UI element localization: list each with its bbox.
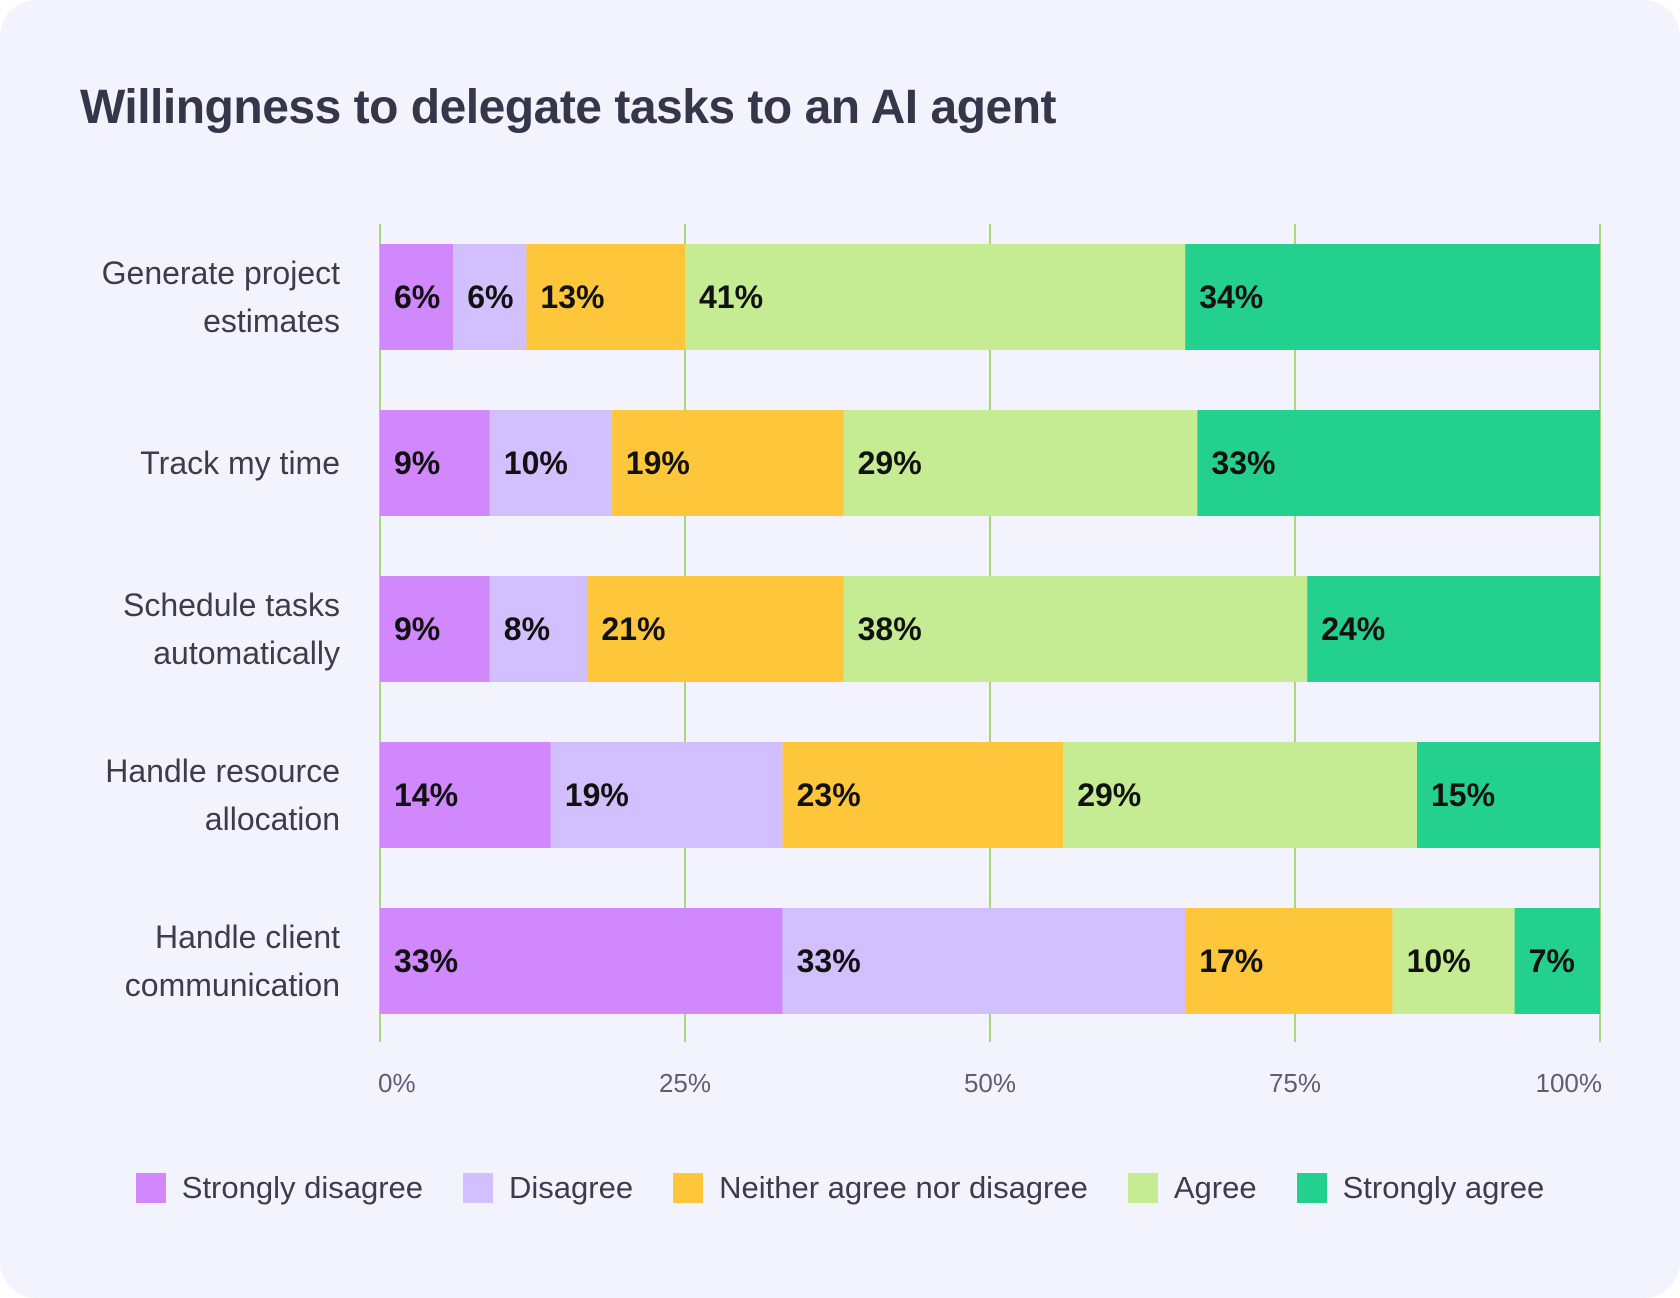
legend-swatch [1296, 1173, 1327, 1203]
bar-segment [489, 410, 612, 516]
bar-segment [380, 576, 490, 682]
tick-label: 25% [659, 1068, 711, 1098]
chart-title: Willingness to delegate tasks to an AI a… [80, 81, 1057, 134]
legend-item: Disagree [463, 1170, 633, 1206]
bar-segment [526, 244, 685, 350]
bar-segment [843, 410, 1198, 516]
bar-segment [1307, 576, 1600, 682]
tick-label: 100% [1536, 1068, 1603, 1098]
value-label: 34% [1199, 279, 1263, 315]
bar-segment [782, 742, 1064, 848]
bars [380, 244, 1600, 1014]
legend-label: Strongly disagree [181, 1170, 424, 1205]
value-label: 17% [1199, 943, 1263, 979]
legend-label: Strongly agree [1342, 1170, 1545, 1205]
chart-legend: Strongly disagree Disagree Neither agree n… [0, 1170, 1680, 1206]
bar-segment [1063, 742, 1417, 848]
value-label: 7% [1529, 943, 1575, 979]
bar-segment [1514, 908, 1600, 1014]
value-label: 8% [504, 611, 550, 647]
value-label: 33% [394, 943, 458, 979]
bar-segment [587, 576, 844, 682]
value-label: 14% [394, 777, 458, 813]
value-label: 38% [858, 611, 922, 647]
value-label: 21% [601, 611, 665, 647]
category-label-line: Track my time [140, 445, 340, 481]
category-label-line: Handle resource [105, 753, 340, 789]
value-label: 10% [1407, 943, 1471, 979]
bar-segment [1392, 908, 1515, 1014]
bar-segment [685, 244, 1186, 350]
value-label: 13% [540, 279, 604, 315]
value-label: 29% [1077, 777, 1141, 813]
category-label-line: communication [125, 967, 340, 1003]
bar-segment [1197, 410, 1600, 516]
legend-item: Neither agree nor disagree [673, 1170, 1088, 1206]
tick-label: 50% [964, 1068, 1016, 1098]
bar-segment [1417, 742, 1600, 848]
value-label: 9% [394, 611, 440, 647]
legend-item: Agree [1127, 1170, 1257, 1206]
category-label: Schedule tasks automatically [123, 587, 340, 671]
legend-item: Strongly agree [1296, 1170, 1545, 1206]
value-label: 24% [1321, 611, 1385, 647]
category-label-line: Handle client [155, 919, 340, 955]
value-label: 6% [467, 279, 513, 315]
legend-swatch [135, 1173, 166, 1203]
legend-label: Disagree [509, 1170, 634, 1205]
x-axis-ticks: 0% 25% 50% 75% 100% [378, 1068, 1602, 1098]
bar-segment [550, 742, 783, 848]
value-label: 19% [565, 777, 629, 813]
category-label-line: estimates [203, 303, 340, 339]
bar-segment [782, 908, 1186, 1014]
bar-segment [380, 410, 490, 516]
category-label-line: Schedule tasks [123, 587, 340, 623]
value-label: 23% [797, 777, 861, 813]
value-label: 15% [1431, 777, 1495, 813]
category-label-line: Generate project [102, 255, 340, 291]
tick-label: 0% [378, 1068, 416, 1098]
bar-segment [611, 410, 844, 516]
value-label: 33% [797, 943, 861, 979]
category-label-line: allocation [205, 801, 340, 837]
bar-segment [1185, 244, 1600, 350]
value-labels: 6% 6% 13% 41% 34% 9% 10% 19% 29% 33% 9% 8% 21% 38% 24%… [394, 279, 1575, 979]
value-label: 29% [858, 445, 922, 481]
category-label: Handle client communication [125, 919, 340, 1003]
value-label: 6% [394, 279, 440, 315]
bar-segment [453, 244, 527, 350]
legend-swatch [463, 1173, 494, 1203]
tick-label: 75% [1269, 1068, 1321, 1098]
legend-label: Agree [1173, 1170, 1257, 1205]
value-label: 41% [699, 279, 763, 315]
bar-segment [843, 576, 1308, 682]
value-label: 9% [394, 445, 440, 481]
category-label: Handle resource allocation [105, 753, 340, 837]
value-label: 10% [504, 445, 568, 481]
legend-swatch [673, 1173, 704, 1203]
bar-segment [380, 742, 551, 848]
value-label: 19% [626, 445, 690, 481]
value-label: 33% [1211, 445, 1275, 481]
bar-segment [380, 244, 454, 350]
category-label: Generate project estimates [102, 255, 340, 339]
bar-segment [380, 908, 783, 1014]
bar-segment [1185, 908, 1393, 1014]
legend-swatch [1127, 1173, 1158, 1203]
category-label: Track my time [140, 445, 340, 481]
legend-label: Neither agree nor disagree [719, 1170, 1088, 1205]
category-label-line: automatically [153, 635, 340, 671]
legend-item: Strongly disagree [135, 1170, 424, 1206]
bar-segment [489, 576, 588, 682]
